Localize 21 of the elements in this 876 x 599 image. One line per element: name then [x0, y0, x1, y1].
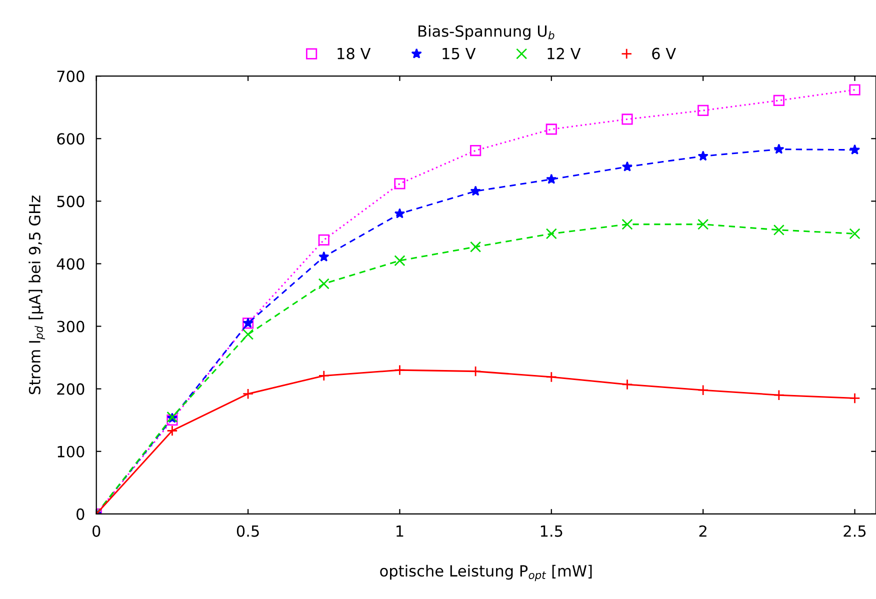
y-tick-label: 0 [76, 508, 84, 520]
y-tick-label: 100 [58, 446, 84, 458]
y-tick-label: 600 [57, 133, 84, 145]
legend-label: 6 V [652, 48, 676, 60]
legend-label: 15 V [442, 48, 476, 60]
y-axis-title: Strom I$_{pd}$ [μA] bei 9,5 GHz [28, 196, 45, 394]
x-tick-label: 0 [92, 525, 100, 537]
x-tick-label: 2 [699, 525, 706, 537]
x-axis-title: optische Leistung P$_{opt}$ [mW] [380, 564, 592, 582]
x-tick-label: 2.5 [844, 525, 866, 537]
y-tick-label: 200 [57, 383, 84, 395]
y-tick-label: 300 [57, 320, 84, 332]
legend-label: 18 V [338, 48, 371, 60]
legend-label: 12 V [548, 48, 581, 60]
y-tick-label: 400 [56, 258, 84, 270]
x-tick-label: 1.5 [540, 526, 562, 537]
y-tick-label: 700 [57, 70, 84, 82]
x-tick-label: 0.5 [236, 525, 259, 537]
x-tick-label: 1 [396, 526, 404, 537]
y-tick-label: 500 [57, 196, 84, 208]
legend-title: Bias-Spannung U$_{b}$ [418, 25, 554, 40]
